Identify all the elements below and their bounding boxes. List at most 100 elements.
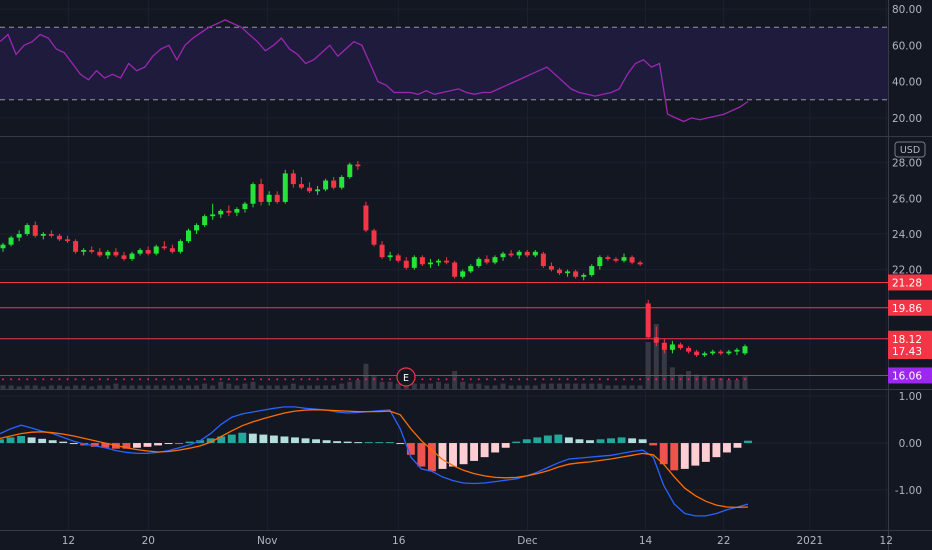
volume-bar: [556, 383, 563, 389]
ma-dot: [695, 378, 698, 381]
y-tick-label: 22.00: [892, 265, 922, 277]
ma-dot: [163, 378, 166, 381]
volume-bar: [419, 383, 425, 389]
candle-body: [274, 194, 280, 202]
macd-histogram-bar: [333, 441, 342, 444]
y-tick-label: 28.00: [892, 158, 922, 170]
candle-body: [500, 253, 506, 258]
volume-bar: [677, 374, 683, 389]
volume-bar: [73, 385, 79, 389]
candle-body: [419, 257, 425, 265]
y-tick-label: 0.00: [899, 438, 922, 450]
x-tick-label: 22: [717, 535, 730, 547]
ma-dot: [252, 378, 255, 381]
ma-dot: [469, 378, 472, 381]
volume-bar: [565, 383, 571, 389]
rsi-line: [0, 19, 749, 123]
price-axis[interactable]: 80.00 60.00 40.00 20.00 28.00 26.00 24.00 22.00…: [888, 4, 932, 497]
volume-bar: [290, 383, 296, 389]
rsi-band-fill: [0, 27, 888, 100]
candle-body: [56, 235, 62, 240]
ma-dot: [542, 378, 545, 381]
candle-body: [121, 255, 127, 259]
candle-body: [177, 241, 183, 252]
ma-dot: [639, 378, 642, 381]
volume-bar: [185, 385, 192, 389]
volume-bar: [250, 381, 256, 389]
y-tick-label: 24.00: [892, 229, 922, 241]
ma-dot: [356, 378, 359, 381]
macd-histogram-bar: [248, 433, 257, 444]
volume-bar: [153, 385, 159, 389]
macd-histogram-bar: [343, 441, 352, 444]
ma-dot: [582, 378, 585, 381]
candle-body: [202, 216, 208, 226]
candle-body: [508, 253, 514, 256]
volume-bar: [645, 342, 651, 389]
ma-dot: [727, 378, 730, 381]
candle-body: [24, 225, 30, 234]
ma-dot: [453, 378, 456, 381]
price-panel[interactable]: E: [0, 160, 888, 389]
ma-dot: [42, 378, 45, 381]
ma-dot: [679, 378, 682, 381]
macd-histogram-bar: [175, 443, 184, 445]
macd-histogram-bar: [596, 439, 605, 444]
candle-body: [484, 258, 490, 263]
volume-bar: [476, 383, 482, 389]
volume-bar: [202, 383, 208, 389]
ma-dot: [179, 378, 182, 381]
ma-dot: [510, 378, 513, 381]
candle-body: [153, 246, 159, 254]
macd-histogram-bar: [554, 434, 563, 444]
volume-bar: [282, 385, 288, 389]
candle-body: [694, 351, 700, 356]
volume-bar: [266, 385, 272, 389]
time-axis[interactable]: 12 20 Nov 16 Dec 14 22 2021 12: [62, 535, 893, 547]
ma-dot: [655, 378, 658, 381]
ma-dot: [719, 378, 722, 381]
candle-body: [315, 189, 321, 192]
macd-panel[interactable]: [0, 406, 752, 517]
candle-body: [710, 351, 716, 354]
ma-dot: [74, 378, 77, 381]
ma-dot: [171, 378, 174, 381]
macd-histogram-bar: [512, 441, 521, 444]
ma-dot: [114, 378, 117, 381]
x-tick-label: 14: [639, 535, 653, 547]
candle-body: [621, 257, 627, 261]
price-level-label: 21.28: [892, 277, 922, 289]
volume-bar: [169, 385, 175, 389]
candle-body: [734, 349, 740, 352]
ma-dot: [276, 378, 279, 381]
y-tick-label: -1.00: [895, 485, 922, 497]
volume-bar: [177, 385, 183, 389]
ma-dot: [623, 378, 626, 381]
volume-bar: [621, 385, 627, 389]
rsi-panel[interactable]: [0, 19, 888, 123]
volume-bar: [468, 383, 474, 389]
ma-dot: [566, 378, 569, 381]
volume-bar: [347, 381, 353, 389]
volume-bar: [597, 383, 603, 389]
candle-body: [581, 274, 587, 277]
ma-dot: [437, 378, 440, 381]
candle-body: [629, 257, 635, 263]
volume-bar: [306, 385, 312, 389]
candle-body: [411, 257, 417, 268]
candle-body: [48, 233, 54, 236]
candle-body: [742, 346, 748, 354]
volume-bar: [258, 385, 264, 389]
volume-bar: [331, 385, 337, 389]
candle-body: [653, 337, 659, 343]
ma-dot: [711, 378, 714, 381]
macd-histogram-bar: [354, 442, 363, 444]
y-tick-label: 40.00: [892, 77, 922, 89]
ma-dot: [477, 378, 480, 381]
candle-body: [436, 260, 442, 263]
price-level-label: 16.06: [892, 370, 922, 382]
ma-dot: [735, 378, 738, 381]
candle-body: [669, 344, 675, 350]
macd-histogram-bar: [122, 443, 131, 449]
